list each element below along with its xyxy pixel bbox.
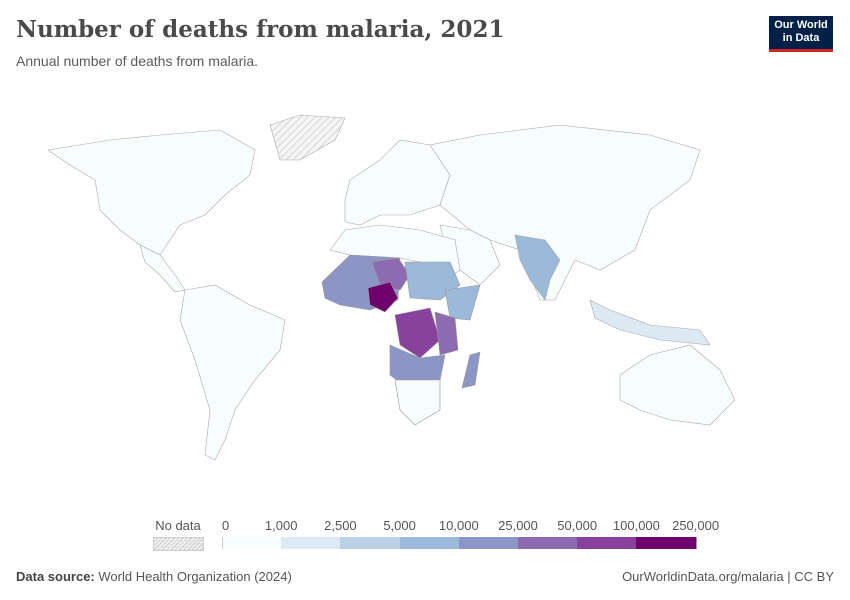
region-australia — [619, 344, 736, 426]
legend-bin-swatch[interactable] — [340, 537, 401, 549]
world-map[interactable] — [0, 95, 850, 505]
legend-bin-swatch[interactable] — [399, 537, 460, 549]
legend-threshold-label: 0 — [222, 518, 230, 533]
source-link[interactable]: OurWorldinData.org/malaria | CC BY — [622, 569, 834, 584]
region-central-america — [139, 244, 186, 293]
legend-bin-swatch[interactable] — [577, 537, 638, 549]
legend-threshold-label: 2,500 — [324, 518, 357, 533]
region-south-america — [179, 284, 286, 461]
legend-bin-swatch[interactable] — [281, 537, 342, 549]
chart-subtitle: Annual number of deaths from malaria. — [16, 53, 259, 69]
legend-threshold-label: 1,000 — [264, 518, 298, 533]
legend-bin-swatch[interactable] — [458, 537, 519, 549]
legend-threshold-label: 25,000 — [498, 518, 538, 533]
region-europe — [344, 139, 451, 226]
legend-threshold-label: 50,000 — [557, 518, 598, 533]
region-horn — [444, 284, 481, 321]
region-madagascar — [461, 351, 481, 389]
map-legend: No data 0 1,000 2,500 5,000 10,000 25,000 50,0… — [0, 515, 850, 555]
region-drc — [394, 307, 441, 359]
legend-threshold-label: 10,000 — [438, 518, 479, 533]
legend-threshold-label: 250,000 — [672, 518, 720, 533]
region-sahel — [371, 257, 411, 291]
region-southeast-asia — [589, 299, 711, 346]
logo-text: in Data — [782, 32, 820, 44]
region-north-america — [47, 129, 256, 256]
region-india — [514, 234, 561, 301]
legend-no-data-label: No data — [155, 518, 201, 533]
data-source: Data source: World Health Organization (… — [16, 569, 292, 584]
source-value: World Health Organization (2024) — [98, 569, 292, 584]
region-greenland — [269, 114, 346, 161]
region-nigeria — [367, 281, 399, 313]
source-label: Data source: — [16, 569, 95, 584]
chart-title: Number of deaths from malaria, 2021 — [16, 16, 505, 43]
legend-bin-swatch[interactable] — [636, 537, 697, 549]
logo-text: Our World — [774, 19, 828, 31]
owid-logo[interactable]: Our World in Data — [769, 16, 833, 52]
region-southern-africa — [394, 379, 441, 426]
legend-no-data-swatch — [153, 537, 204, 551]
legend-threshold-label: 5,000 — [383, 518, 416, 533]
africa-regions — [321, 254, 481, 426]
legend-threshold-label: 100,000 — [612, 518, 660, 533]
region-east-africa — [434, 311, 459, 356]
legend-bin-swatch[interactable] — [518, 537, 579, 549]
region-asia — [429, 124, 701, 301]
legend-bin-swatch[interactable] — [222, 537, 284, 549]
